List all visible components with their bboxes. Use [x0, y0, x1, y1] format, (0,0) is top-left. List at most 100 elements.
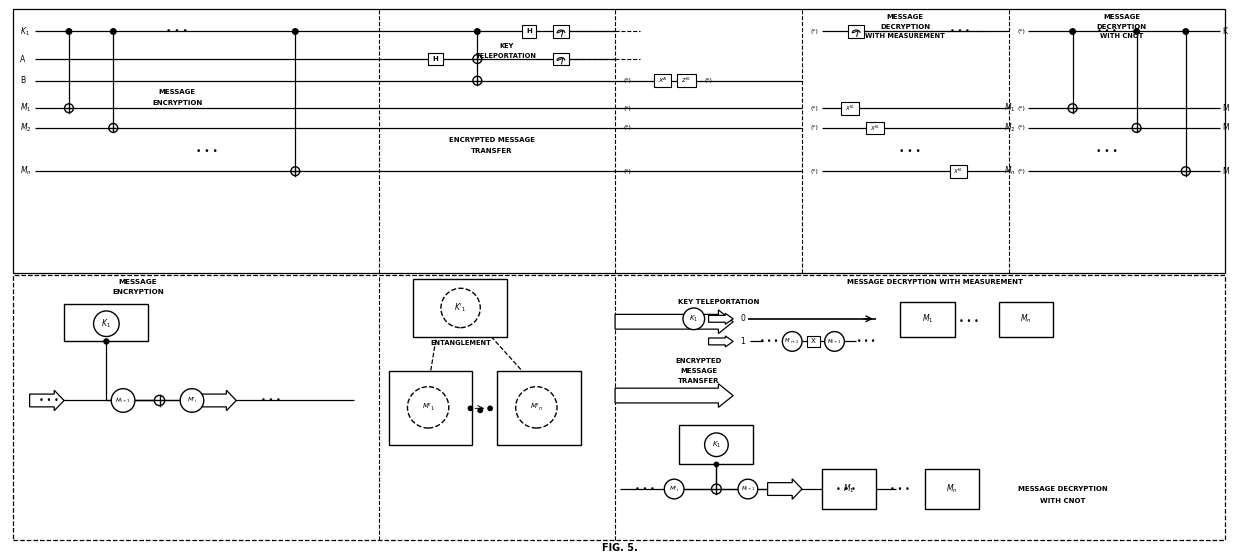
Text: 0: 0 [740, 314, 745, 323]
Circle shape [516, 387, 557, 428]
Text: WITH MEASUREMENT: WITH MEASUREMENT [866, 34, 945, 39]
Text: $M_{i+1}$: $M_{i+1}$ [827, 337, 842, 346]
Text: ENCRYPTION: ENCRYPTION [112, 289, 164, 295]
Text: • • •: • • • [635, 485, 655, 493]
Text: $K_1$: $K_1$ [712, 439, 720, 450]
Text: • • •: • • • [260, 396, 280, 405]
Text: DECRYPTION: DECRYPTION [880, 24, 930, 30]
Text: WITH CNOT: WITH CNOT [1040, 498, 1085, 504]
Bar [64, 304, 148, 342]
Bar [12, 274, 1225, 540]
Text: $M'_i$: $M'_i$ [668, 484, 680, 494]
Bar [655, 75, 671, 87]
Text: M: M [1223, 167, 1229, 176]
FancyArrow shape [30, 390, 64, 411]
Circle shape [1132, 124, 1141, 132]
Text: $M'_1$: $M'_1$ [422, 402, 434, 413]
Text: A: A [20, 55, 25, 63]
Text: • • •: • • • [950, 27, 970, 36]
Text: $X^{K_1}$: $X^{K_1}$ [869, 123, 880, 132]
Text: $M_n$: $M_n$ [1003, 165, 1016, 177]
Text: $M_n$: $M_n$ [1021, 312, 1032, 325]
Text: MESSAGE: MESSAGE [1104, 14, 1141, 20]
Text: $M'_n$: $M'_n$ [529, 402, 543, 413]
Text: M: M [1223, 124, 1229, 132]
Bar [822, 469, 875, 509]
Text: WITH CNOT: WITH CNOT [1100, 34, 1143, 39]
Circle shape [1133, 29, 1140, 34]
Circle shape [64, 104, 73, 113]
Circle shape [1068, 104, 1078, 113]
Circle shape [180, 389, 203, 412]
FancyArrow shape [768, 479, 802, 499]
Circle shape [489, 406, 492, 411]
Circle shape [714, 462, 719, 466]
Circle shape [293, 29, 298, 34]
Circle shape [1070, 29, 1075, 34]
Circle shape [1182, 167, 1190, 176]
Circle shape [704, 433, 728, 457]
FancyArrow shape [708, 336, 733, 347]
Circle shape [472, 55, 482, 63]
Circle shape [110, 29, 117, 34]
Text: M: M [1223, 104, 1229, 113]
Text: MESSAGE DECRYPTION: MESSAGE DECRYPTION [1018, 486, 1107, 492]
Bar [12, 9, 1225, 273]
Text: 1: 1 [740, 337, 745, 346]
Text: • • •: • • • [899, 147, 921, 156]
Circle shape [441, 288, 480, 328]
Text: TRANSFER: TRANSFER [471, 147, 513, 153]
Text: • • •: • • • [760, 337, 779, 346]
Text: $K'_1$: $K'_1$ [454, 302, 466, 314]
Circle shape [66, 29, 72, 34]
Text: (*): (*) [624, 106, 632, 111]
Circle shape [738, 479, 758, 499]
FancyArrow shape [202, 390, 237, 411]
Circle shape [479, 408, 482, 412]
Circle shape [665, 479, 684, 499]
Bar [848, 25, 864, 38]
Circle shape [469, 406, 472, 411]
Text: TELEPORTATION: TELEPORTATION [476, 53, 537, 59]
Text: MESSAGE: MESSAGE [681, 368, 717, 374]
Text: • • •: • • • [857, 337, 875, 346]
Text: $X^{K_1}$: $X^{K_1}$ [954, 167, 963, 176]
Text: (*): (*) [624, 125, 632, 130]
Text: KEY: KEY [500, 43, 515, 49]
Text: ENCRYPTION: ENCRYPTION [153, 100, 202, 107]
Text: H: H [433, 56, 439, 62]
Bar [999, 302, 1053, 337]
Text: $M_1$: $M_1$ [843, 483, 854, 495]
Text: $M_n$: $M_n$ [946, 483, 959, 495]
Text: $X^A$: $X^A$ [658, 76, 667, 86]
Text: $M_2$: $M_2$ [20, 121, 31, 134]
Bar [950, 165, 967, 178]
Circle shape [825, 332, 844, 351]
FancyArrow shape [615, 384, 733, 407]
Text: • • •: • • • [960, 317, 980, 326]
Text: ENTANGLEMENT: ENTANGLEMENT [430, 341, 491, 347]
Text: (*): (*) [811, 106, 818, 111]
Circle shape [104, 339, 109, 344]
Text: $M'_i$: $M'_i$ [187, 396, 197, 405]
Bar [428, 52, 443, 66]
Text: ENCRYPTED MESSAGE: ENCRYPTED MESSAGE [449, 137, 536, 143]
Bar [413, 279, 507, 337]
Text: MESSAGE DECRYPTION WITH MEASUREMENT: MESSAGE DECRYPTION WITH MEASUREMENT [847, 279, 1023, 285]
Circle shape [112, 389, 135, 412]
Text: $M_1$: $M_1$ [921, 312, 934, 325]
Bar [866, 121, 884, 134]
Text: ENCRYPTED: ENCRYPTED [676, 358, 722, 364]
Text: (*): (*) [811, 29, 818, 34]
Text: $M_{i+1}$: $M_{i+1}$ [740, 485, 755, 493]
Text: H: H [526, 29, 532, 34]
Circle shape [93, 311, 119, 337]
Text: $Z^{K_1}$: $Z^{K_1}$ [681, 76, 692, 86]
Circle shape [408, 387, 449, 428]
Circle shape [1183, 29, 1188, 34]
Text: • • •: • • • [1097, 27, 1117, 36]
Text: DECRYPTION: DECRYPTION [1096, 24, 1147, 30]
Bar [553, 52, 569, 66]
Circle shape [155, 395, 165, 406]
Text: MESSAGE: MESSAGE [887, 14, 924, 20]
